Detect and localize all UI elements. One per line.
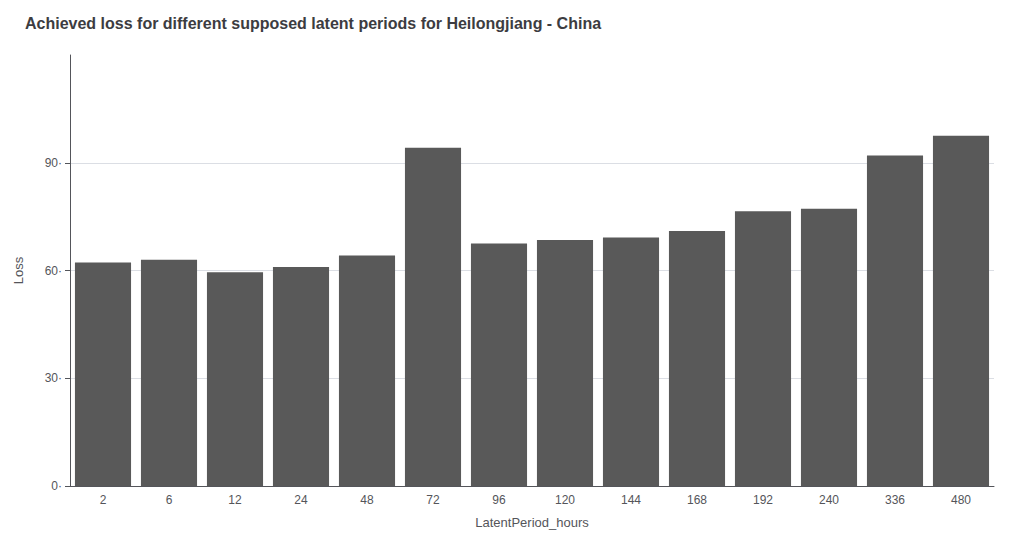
svg-text:0·: 0· [51,479,62,493]
svg-text:Loss: Loss [11,256,26,284]
svg-text:144: 144 [621,493,641,507]
svg-text:LatentPeriod_hours: LatentPeriod_hours [475,515,589,530]
svg-text:480: 480 [951,493,971,507]
svg-text:2: 2 [100,493,107,507]
svg-text:Achieved loss for different su: Achieved loss for different supposed lat… [25,15,601,32]
svg-text:24: 24 [294,493,308,507]
svg-text:96: 96 [492,493,506,507]
svg-text:168: 168 [687,493,707,507]
svg-text:240: 240 [819,493,839,507]
svg-text:12: 12 [228,493,242,507]
svg-text:192: 192 [753,493,773,507]
svg-text:90·: 90· [45,156,62,170]
svg-text:48: 48 [360,493,374,507]
svg-text:6: 6 [166,493,173,507]
svg-text:120: 120 [555,493,575,507]
svg-text:60·: 60· [45,264,62,278]
svg-text:72: 72 [426,493,440,507]
svg-text:336: 336 [885,493,905,507]
svg-text:30·: 30· [45,371,62,385]
